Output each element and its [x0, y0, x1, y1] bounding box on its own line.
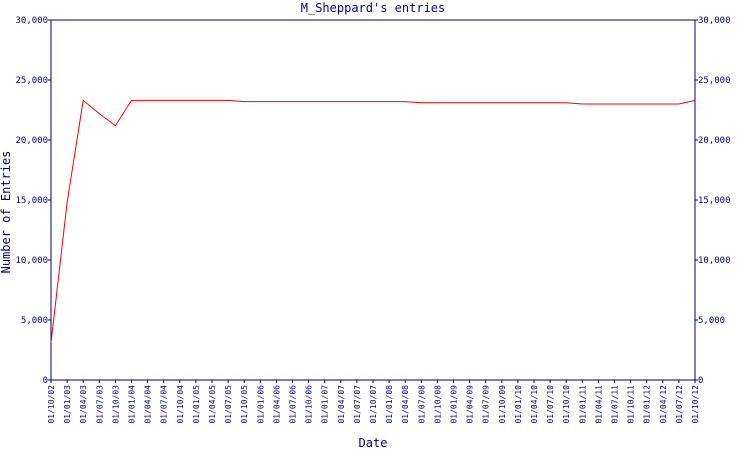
x-tick-label: 01/01/04	[128, 385, 137, 424]
plot-frame	[50, 19, 696, 381]
x-tick-label: 01/07/10	[546, 385, 555, 424]
x-tick-label: 01/10/05	[240, 385, 249, 424]
x-tick-label: 01/01/03	[63, 385, 72, 424]
y-tick-label: 15,000	[15, 196, 48, 206]
x-tick-label: 01/07/06	[289, 385, 298, 424]
x-tick-label: 01/04/03	[79, 385, 88, 424]
x-tick-label: 01/10/08	[433, 385, 442, 424]
y2-tick-label: 0	[698, 376, 703, 386]
x-tick-label: 01/07/11	[611, 385, 620, 424]
x-tick-label: 01/07/04	[160, 385, 169, 424]
x-tick-label: 01/04/05	[208, 385, 217, 424]
x-tick-label: 01/04/10	[530, 385, 539, 424]
x-tick-label: 01/10/04	[176, 385, 185, 424]
y2-tick-label: 25,000	[698, 76, 731, 86]
data-line	[50, 99, 696, 343]
y-tick-label: 30,000	[15, 16, 48, 26]
x-tick-label: 01/07/08	[417, 385, 426, 424]
x-tick-label: 01/04/04	[144, 385, 153, 424]
y2-tick-label: 15,000	[698, 196, 731, 206]
x-tick-label: 01/04/08	[401, 385, 410, 424]
y2-tick-label: 10,000	[698, 256, 731, 266]
x-tick-label: 01/07/03	[95, 385, 104, 424]
y-tick-label: 0	[43, 376, 48, 386]
x-tick-label: 01/10/12	[691, 385, 700, 424]
y-tick-label: 5,000	[21, 316, 48, 326]
y-tick-label: 25,000	[15, 76, 48, 86]
x-tick-label: 01/07/09	[482, 385, 491, 424]
x-tick-label: 01/01/11	[578, 385, 587, 424]
y2-tick-label: 30,000	[698, 16, 731, 26]
x-tick-label: 01/04/06	[272, 385, 281, 424]
x-tick-label: 01/01/12	[643, 385, 652, 424]
x-tick-label: 01/10/02	[47, 385, 56, 424]
x-tick-label: 01/01/09	[450, 385, 459, 424]
x-axis-label: Date	[359, 436, 388, 450]
chart-title: M_Sheppard's entries	[301, 1, 446, 15]
x-tick-label: 01/04/12	[659, 385, 668, 424]
y2-tick-label: 5,000	[698, 316, 725, 326]
x-tick-label: 01/01/06	[256, 385, 265, 424]
x-tick-label: 01/10/07	[369, 385, 378, 424]
x-tick-label: 01/04/07	[337, 385, 346, 424]
x-tick-label: 01/07/12	[675, 385, 684, 424]
x-tick-label: 01/07/07	[353, 385, 362, 424]
x-tick-label: 01/10/10	[562, 385, 571, 424]
y-tick-label: 10,000	[15, 256, 48, 266]
x-tick-label: 01/10/03	[111, 385, 120, 424]
x-tick-label: 01/01/07	[321, 385, 330, 424]
x-tick-label: 01/10/09	[498, 385, 507, 424]
x-tick-label: 01/01/05	[192, 385, 201, 424]
y-axis-label: Number of Entries	[0, 151, 13, 274]
x-tick-label: 01/01/08	[385, 385, 394, 424]
x-tick-label: 01/10/11	[627, 385, 636, 424]
x-tick-label: 01/10/06	[305, 385, 314, 424]
y-tick-label: 20,000	[15, 136, 48, 146]
y2-tick-label: 20,000	[698, 136, 731, 146]
x-tick-label: 01/07/05	[224, 385, 233, 424]
x-tick-label: 01/01/10	[514, 385, 523, 424]
x-tick-label: 01/04/09	[466, 385, 475, 424]
x-tick-label: 01/04/11	[594, 385, 603, 424]
